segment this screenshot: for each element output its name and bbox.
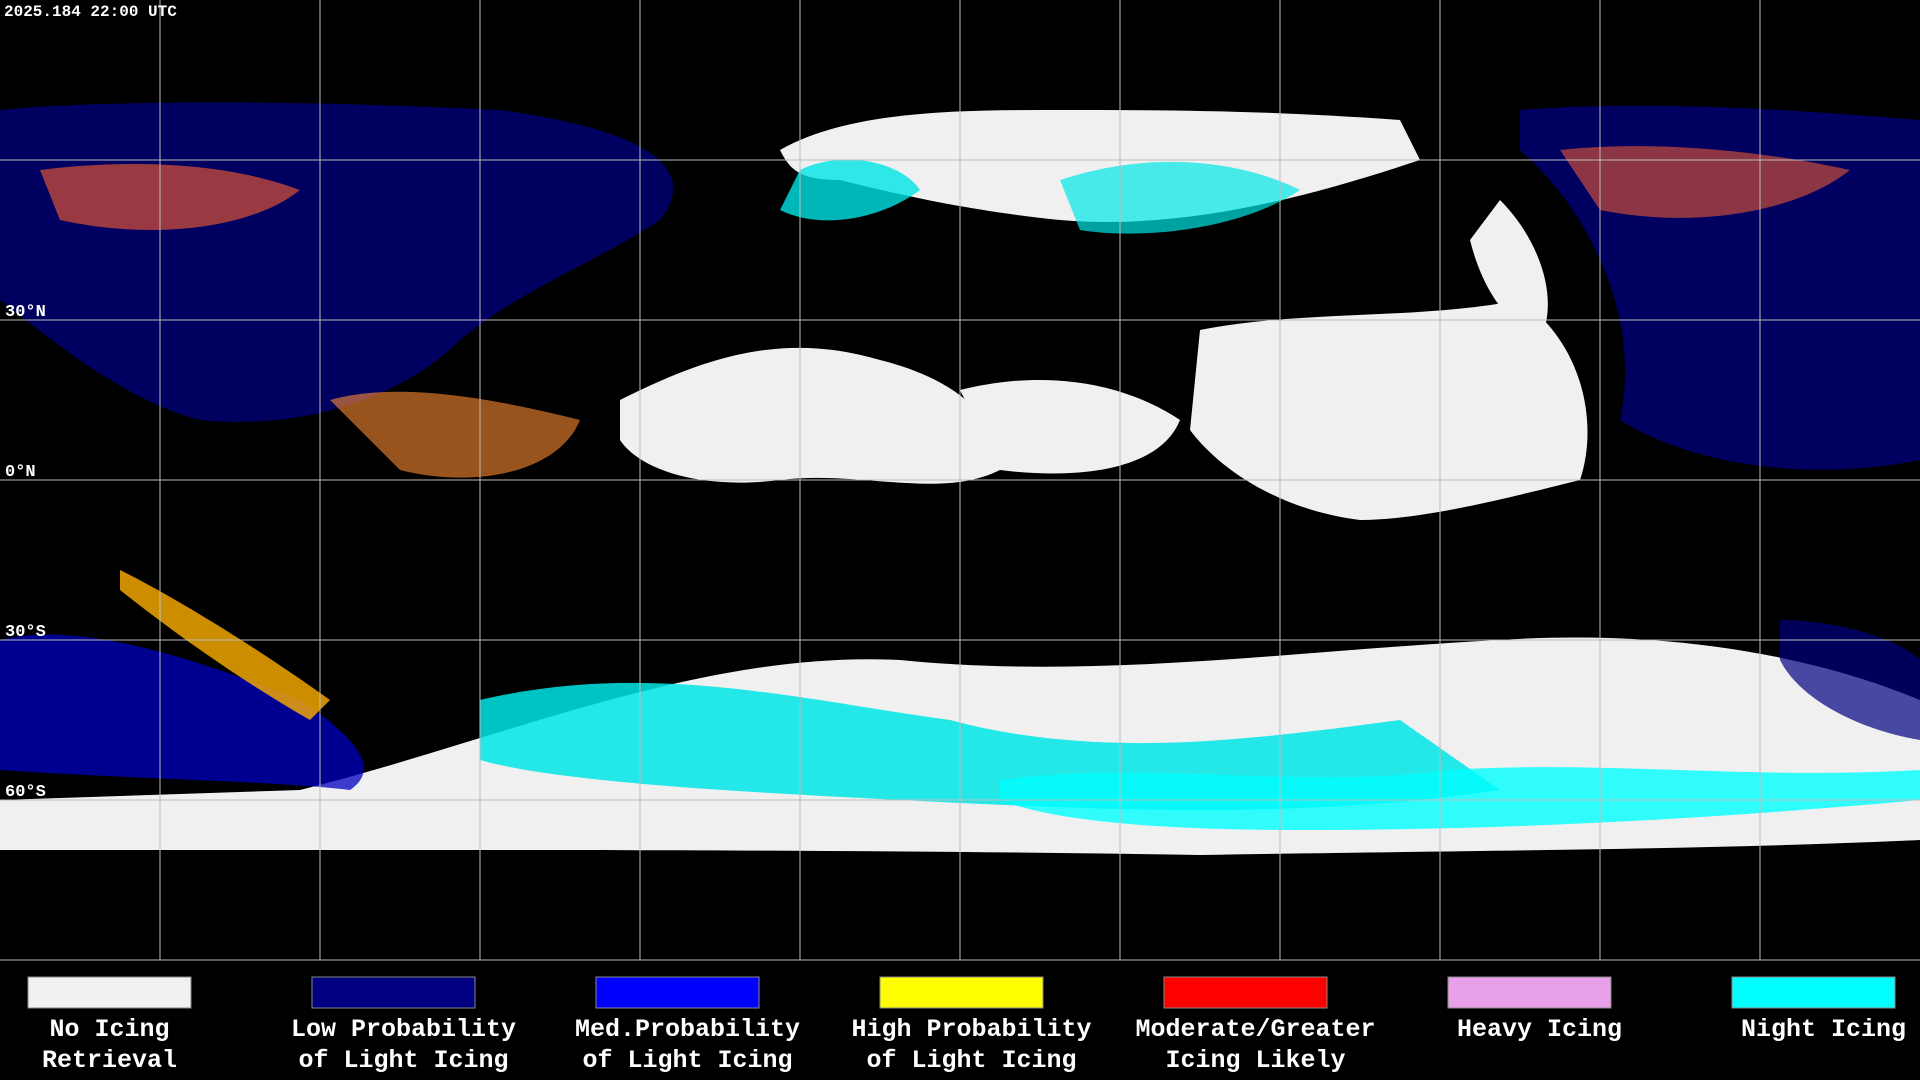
legend-swatch bbox=[1163, 976, 1328, 1009]
legend-label: Icing Likely bbox=[1165, 1046, 1345, 1075]
latitude-labels: 30°N 0°N 30°S 60°S bbox=[5, 303, 46, 802]
latitude-label: 0°N bbox=[5, 463, 36, 482]
legend-swatch bbox=[879, 976, 1044, 1009]
lat-lon-grid bbox=[0, 0, 1920, 961]
legend-label: Med.Probability bbox=[575, 1015, 800, 1044]
legend-label: Night Icing bbox=[1741, 1015, 1906, 1044]
legend-label: Retrieval bbox=[42, 1046, 177, 1075]
legend-swatch bbox=[27, 976, 192, 1009]
legend-swatch bbox=[1447, 976, 1612, 1009]
latitude-label: 60°S bbox=[5, 783, 46, 802]
legend-swatch bbox=[1731, 976, 1896, 1009]
legend-label: of Light Icing bbox=[298, 1046, 508, 1075]
timestamp: 2025.184 22:00 UTC bbox=[4, 3, 177, 21]
legend-label: Low Probability bbox=[291, 1015, 516, 1044]
legend-label: High Probability bbox=[851, 1015, 1091, 1044]
legend-label: No Icing bbox=[49, 1015, 169, 1044]
latitude-label: 30°S bbox=[5, 623, 46, 642]
legend-label: Heavy Icing bbox=[1457, 1015, 1622, 1044]
legend-swatch bbox=[311, 976, 476, 1009]
latitude-label: 30°N bbox=[5, 303, 46, 322]
legend-label: Moderate/Greater bbox=[1135, 1015, 1375, 1044]
legend-swatch bbox=[595, 976, 760, 1009]
legend-label: of Light Icing bbox=[866, 1046, 1076, 1075]
legend-label: of Light Icing bbox=[582, 1046, 792, 1075]
